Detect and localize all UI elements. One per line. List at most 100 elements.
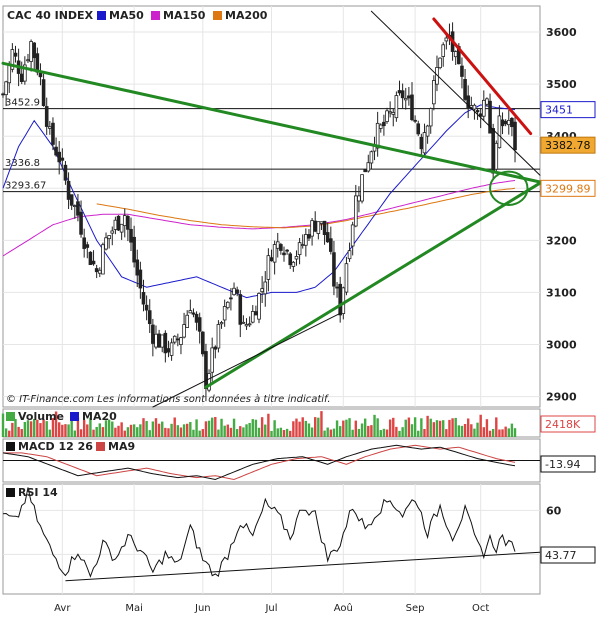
candle-body <box>10 49 15 70</box>
volume-bar <box>407 417 411 437</box>
candle-body <box>213 346 218 350</box>
legend-label: MA20 <box>82 410 117 423</box>
volume-bar <box>176 425 180 437</box>
volume-bar <box>442 420 445 437</box>
candle-body <box>432 80 436 105</box>
candle-body <box>57 151 61 163</box>
volume-bar <box>42 419 45 437</box>
last-value-badge-text: 3299.89 <box>545 182 591 195</box>
volume-bar <box>379 430 382 437</box>
volume-bar <box>392 417 395 437</box>
candle-body <box>329 238 333 252</box>
volume-bar <box>186 423 189 437</box>
candle-body <box>76 201 80 216</box>
volume-bar <box>342 420 345 437</box>
volume-bar <box>360 423 364 437</box>
candle-body <box>385 110 389 122</box>
volume-bar <box>298 421 301 437</box>
trend-line <box>432 17 533 136</box>
candle-body <box>116 215 121 231</box>
candle-body <box>366 162 371 172</box>
y-tick-label: 3600 <box>546 26 577 39</box>
candle-body <box>229 297 233 300</box>
legend-swatch <box>6 412 15 421</box>
candle-body <box>419 136 424 150</box>
candle-body <box>510 117 514 128</box>
last-value-badge <box>540 455 596 473</box>
volume-bar <box>76 417 80 437</box>
volume-bar <box>326 427 329 437</box>
volume-bar <box>235 429 239 437</box>
volume-bar <box>36 419 39 437</box>
candle-body <box>425 125 430 137</box>
volume-bar <box>435 420 439 437</box>
candle-body <box>97 269 102 274</box>
volume-bar <box>67 424 70 437</box>
legend-label: MA50 <box>109 9 144 22</box>
candle-body <box>219 322 224 325</box>
volume-bar <box>310 427 314 437</box>
candle-body <box>85 244 90 248</box>
volume-bar <box>82 419 86 437</box>
volume-bar <box>423 428 426 437</box>
volume-bar <box>117 425 120 437</box>
volume-bar <box>86 424 89 437</box>
volume-bar <box>129 424 133 437</box>
legend-swatch <box>213 11 222 20</box>
candle-body <box>185 314 190 328</box>
candle-body <box>310 220 314 237</box>
volume-bar <box>363 418 367 437</box>
volume-bar <box>417 430 420 437</box>
candle-body <box>66 180 71 200</box>
y-tick-label: 3200 <box>546 234 577 247</box>
horizontal-level-label: 3293.67 <box>5 181 46 192</box>
volume-bar <box>473 428 476 437</box>
volume-bar <box>479 414 482 437</box>
candle-body <box>151 324 155 344</box>
volume-bar <box>14 418 17 437</box>
last-value-badge <box>540 546 596 564</box>
volume-bar <box>139 424 142 437</box>
candle-body <box>482 99 486 117</box>
volume-bar <box>142 418 145 437</box>
legend-swatch <box>96 442 105 451</box>
volume-bar <box>501 429 504 437</box>
candle-body <box>91 260 96 265</box>
volume-bar <box>314 417 317 437</box>
candle-body <box>197 317 202 332</box>
candle-body <box>188 310 193 314</box>
volume-bar <box>98 423 101 437</box>
trend-line <box>370 10 541 176</box>
volume-bar <box>388 419 392 437</box>
volume-bar <box>136 427 139 437</box>
candle-body <box>141 292 146 305</box>
candle-body <box>275 241 280 249</box>
volume-bar <box>307 423 311 437</box>
macd-panel: MACD 12 26 MA9 -13.94 <box>2 438 596 483</box>
volume-bar <box>264 424 267 437</box>
volume-bar <box>107 419 111 437</box>
candle-body <box>157 333 161 348</box>
volume-bar <box>173 417 176 437</box>
candle-body <box>466 95 470 109</box>
volume-bar <box>382 428 386 437</box>
volume-bar <box>404 419 407 437</box>
candle-body <box>54 146 58 156</box>
candle-body <box>285 249 289 252</box>
volume-bar <box>70 420 73 437</box>
candle-body <box>453 51 458 58</box>
volume-bar <box>457 425 461 437</box>
volume-bar <box>207 420 211 437</box>
candle-body <box>416 123 421 135</box>
volume-bar <box>289 430 292 437</box>
legend-label: MA200 <box>225 9 268 22</box>
candle-body <box>407 95 411 99</box>
volume-bar <box>251 419 254 437</box>
candle-body <box>107 235 111 240</box>
volume-bar <box>270 430 273 437</box>
candle-body <box>144 304 149 311</box>
volume-bar <box>504 426 507 437</box>
rsi-line <box>2 487 516 578</box>
candle-body <box>225 301 230 309</box>
